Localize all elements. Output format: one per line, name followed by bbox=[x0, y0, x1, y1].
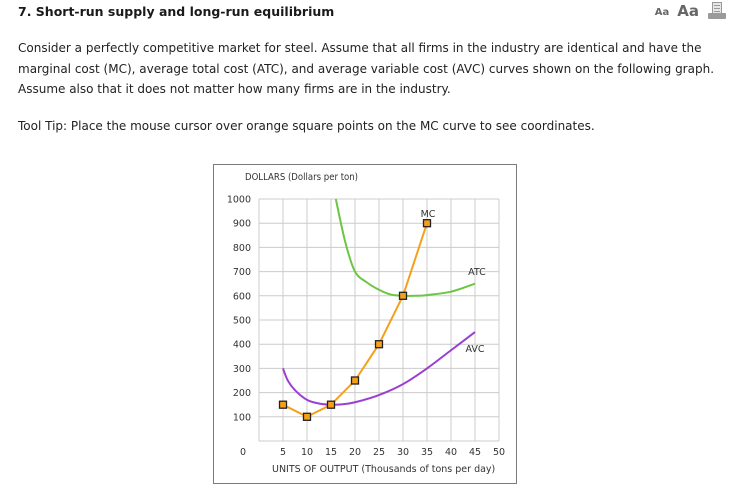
x-tick-label: 30 bbox=[397, 447, 409, 458]
graph-frame bbox=[213, 164, 517, 484]
x-axis-label: UNITS OF OUTPUT (Thousands of tons per d… bbox=[272, 464, 496, 475]
avc-label: AVC bbox=[465, 344, 484, 355]
x-tick-label: 25 bbox=[373, 447, 385, 458]
toolbar: Aa Aa bbox=[655, 2, 727, 20]
question-title: 7. Short-run supply and long-run equilib… bbox=[18, 4, 335, 19]
y-tick-label: 800 bbox=[233, 243, 251, 254]
x-tick-label: 20 bbox=[349, 447, 361, 458]
y-tick-label: 1000 bbox=[227, 195, 251, 206]
font-size-small-button[interactable]: Aa bbox=[654, 7, 670, 18]
mc-label: MC bbox=[421, 209, 436, 220]
mc-point-marker[interactable] bbox=[350, 376, 360, 385]
y-tick-label: 500 bbox=[233, 316, 251, 327]
x-tick-label: 5 bbox=[280, 447, 286, 458]
x-tick-label: 10 bbox=[301, 447, 313, 458]
tooltip-instruction: Tool Tip: Place the mouse cursor over or… bbox=[18, 119, 595, 133]
x-tick-label: 35 bbox=[421, 447, 433, 458]
y-tick-label: 900 bbox=[233, 219, 251, 230]
x-tick-label: 0 bbox=[240, 447, 246, 458]
atc-label: ATC bbox=[468, 267, 486, 278]
printer-icon[interactable] bbox=[707, 2, 727, 20]
x-tick-label: 40 bbox=[445, 447, 457, 458]
atc-curve bbox=[334, 198, 476, 297]
y-axis-label: DOLLARS (Dollars per ton) bbox=[245, 172, 359, 183]
x-tick-label: 50 bbox=[493, 447, 505, 458]
x-tick-label: 45 bbox=[469, 447, 481, 458]
mc-point-marker[interactable] bbox=[422, 219, 432, 228]
question-text: Consider a perfectly competitive market … bbox=[18, 41, 715, 96]
avc-curve bbox=[282, 331, 476, 406]
mc-point-marker[interactable] bbox=[302, 412, 312, 421]
mc-point-marker[interactable] bbox=[398, 291, 408, 300]
mc-point-marker[interactable] bbox=[278, 400, 288, 409]
y-tick-label: 300 bbox=[233, 364, 251, 375]
font-size-large-button[interactable]: Aa bbox=[677, 2, 699, 20]
y-tick-label: 700 bbox=[233, 267, 251, 278]
y-tick-label: 100 bbox=[233, 412, 251, 423]
y-tick-label: 400 bbox=[233, 340, 251, 351]
y-tick-label: 600 bbox=[233, 291, 251, 302]
mc-point-marker[interactable] bbox=[326, 400, 336, 409]
y-tick-label: 200 bbox=[233, 388, 251, 399]
mc-point-marker[interactable] bbox=[374, 340, 384, 349]
x-tick-label: 15 bbox=[325, 447, 337, 458]
